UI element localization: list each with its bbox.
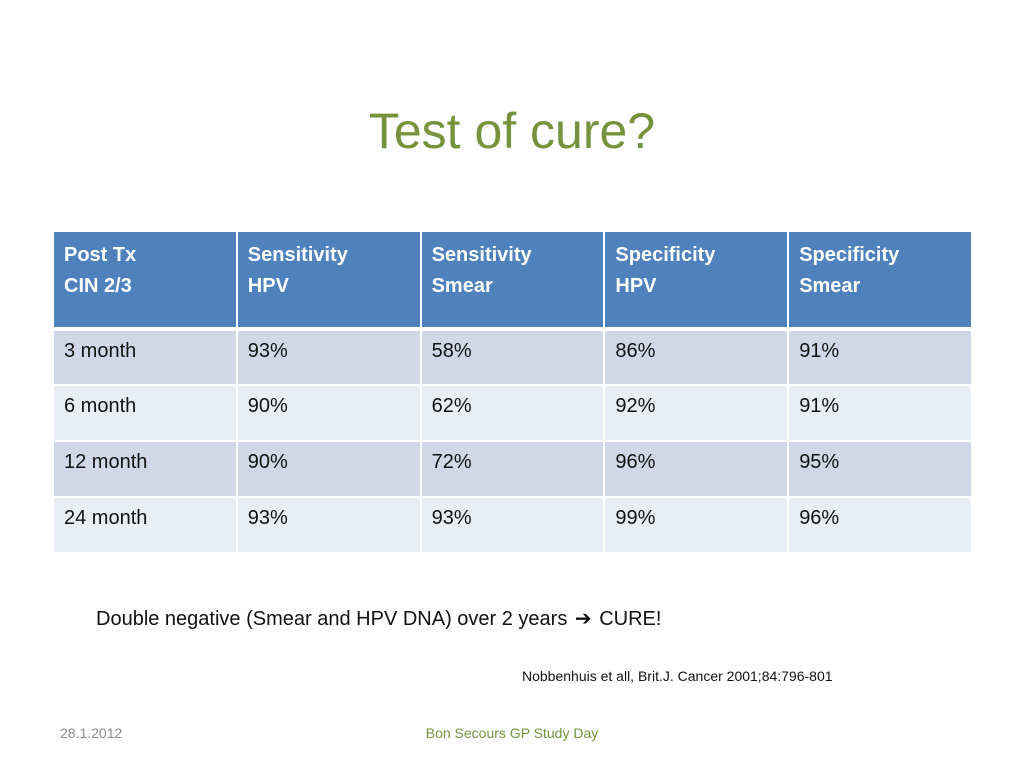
table-cell: 3 month (52, 328, 238, 386)
table-cell: 92% (603, 384, 790, 442)
table-header-row: Post Tx CIN 2/3 Sensitivity HPV Sensitiv… (52, 230, 973, 331)
header-line: HPV (247, 275, 289, 297)
header-sensitivity-smear: Sensitivity Smear (419, 230, 606, 331)
table-cell: 58% (419, 328, 606, 386)
header-specificity-smear: Specificity Smear (787, 230, 973, 331)
table-cell: 90% (235, 440, 422, 498)
table-cell: 91% (787, 384, 973, 442)
table-cell: 91% (787, 328, 973, 386)
table-cell: 96% (787, 496, 973, 554)
slide-title: Test of cure? (368, 102, 656, 159)
footer-event: Bon Secours GP Study Day (425, 725, 599, 741)
table-row: 12 month 90% 72% 96% 95% (52, 440, 973, 498)
table-cell: 95% (787, 440, 973, 498)
table-cell: 62% (419, 384, 606, 442)
header-line: Sensitivity (247, 244, 348, 266)
table-cell: 93% (235, 328, 422, 386)
header-line: Post Tx (64, 244, 137, 266)
arrow-right-icon: ➔ (574, 608, 592, 630)
header-post-tx: Post Tx CIN 2/3 (52, 230, 238, 331)
table-row: 6 month 90% 62% 92% 91% (52, 384, 973, 442)
results-table: Post Tx CIN 2/3 Sensitivity HPV Sensitiv… (52, 230, 973, 554)
header-line: Smear (799, 275, 861, 297)
header-line: HPV (615, 275, 657, 297)
header-line: Specificity (615, 244, 716, 266)
table-cell: 6 month (52, 384, 238, 442)
header-line: CIN 2/3 (64, 275, 132, 297)
header-specificity-hpv: Specificity HPV (603, 230, 790, 331)
table-row: 3 month 93% 58% 86% 91% (52, 328, 973, 386)
conclusion-statement: Double negative (Smear and HPV DNA) over… (96, 604, 661, 634)
conclusion-text: Double negative (Smear and HPV DNA) over… (96, 608, 568, 630)
header-line: Sensitivity (431, 244, 532, 266)
table-cell: 93% (235, 496, 422, 554)
table-cell: 93% (419, 496, 606, 554)
conclusion-result: CURE! (599, 608, 662, 630)
table-cell: 96% (603, 440, 790, 498)
header-line: Smear (431, 275, 493, 297)
header-line: Specificity (799, 244, 900, 266)
citation: Nobbenhuis et all, Brit.J. Cancer 2001;8… (522, 668, 833, 684)
table-cell: 24 month (52, 496, 238, 554)
footer-date: 28.1.2012 (60, 725, 123, 741)
table-cell: 72% (419, 440, 606, 498)
table-cell: 12 month (52, 440, 238, 498)
table-cell: 99% (603, 496, 790, 554)
table-row: 24 month 93% 93% 99% 96% (52, 496, 973, 554)
table-cell: 86% (603, 328, 790, 386)
header-sensitivity-hpv: Sensitivity HPV (235, 230, 422, 331)
table-cell: 90% (235, 384, 422, 442)
